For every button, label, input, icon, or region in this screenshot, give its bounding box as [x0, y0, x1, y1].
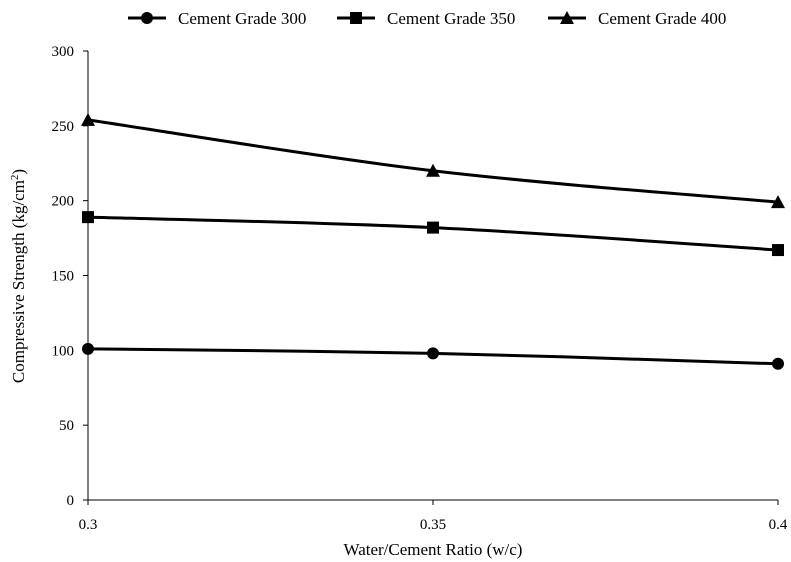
- data-point-marker: [427, 347, 439, 360]
- series-1: [82, 342, 784, 370]
- legend-marker: [560, 11, 574, 24]
- y-tick-label: 250: [52, 119, 75, 135]
- legend-marker: [350, 12, 362, 24]
- data-point-marker: [82, 342, 94, 355]
- x-tick-label: 0.4: [769, 517, 788, 533]
- legend-marker: [141, 12, 153, 24]
- legend-label: Cement Grade 350: [387, 9, 515, 28]
- x-axis-title: Water/Cement Ratio (w/c): [344, 540, 523, 559]
- series-layer: [81, 112, 785, 370]
- data-point-marker: [81, 112, 95, 126]
- y-tick-label: 200: [52, 194, 75, 210]
- y-tick-label: 100: [52, 343, 75, 359]
- x-tick-label: 0.35: [420, 517, 446, 533]
- data-point-marker: [82, 211, 94, 224]
- data-point-marker: [771, 195, 785, 209]
- data-point-marker: [427, 221, 439, 234]
- legend-item: Cement Grade 400: [548, 9, 726, 28]
- y-tick-label: 0: [67, 493, 75, 509]
- data-point-marker: [426, 163, 440, 177]
- data-point-marker: [772, 357, 784, 370]
- legend-item: Cement Grade 350: [337, 9, 515, 28]
- legend-label: Cement Grade 400: [598, 9, 726, 28]
- axes: 0 50 100 150 200 250 300 0.3 0.35 0.4: [52, 44, 788, 533]
- legend: Cement Grade 300 Cement Grade 350 Cement G…: [128, 9, 726, 28]
- legend-label: Cement Grade 300: [178, 9, 306, 28]
- series-3: [81, 112, 785, 209]
- y-tick-label: 150: [52, 269, 75, 285]
- series-2: [82, 211, 784, 257]
- y-tick-label: 50: [59, 418, 74, 434]
- data-point-marker: [772, 244, 784, 257]
- x-tick-label: 0.3: [79, 517, 98, 533]
- legend-item: Cement Grade 300: [128, 9, 306, 28]
- y-tick-label: 300: [52, 44, 75, 60]
- series-line: [87, 118, 779, 204]
- y-axis-title: Compressive Strength (kg/cm2): [9, 169, 28, 383]
